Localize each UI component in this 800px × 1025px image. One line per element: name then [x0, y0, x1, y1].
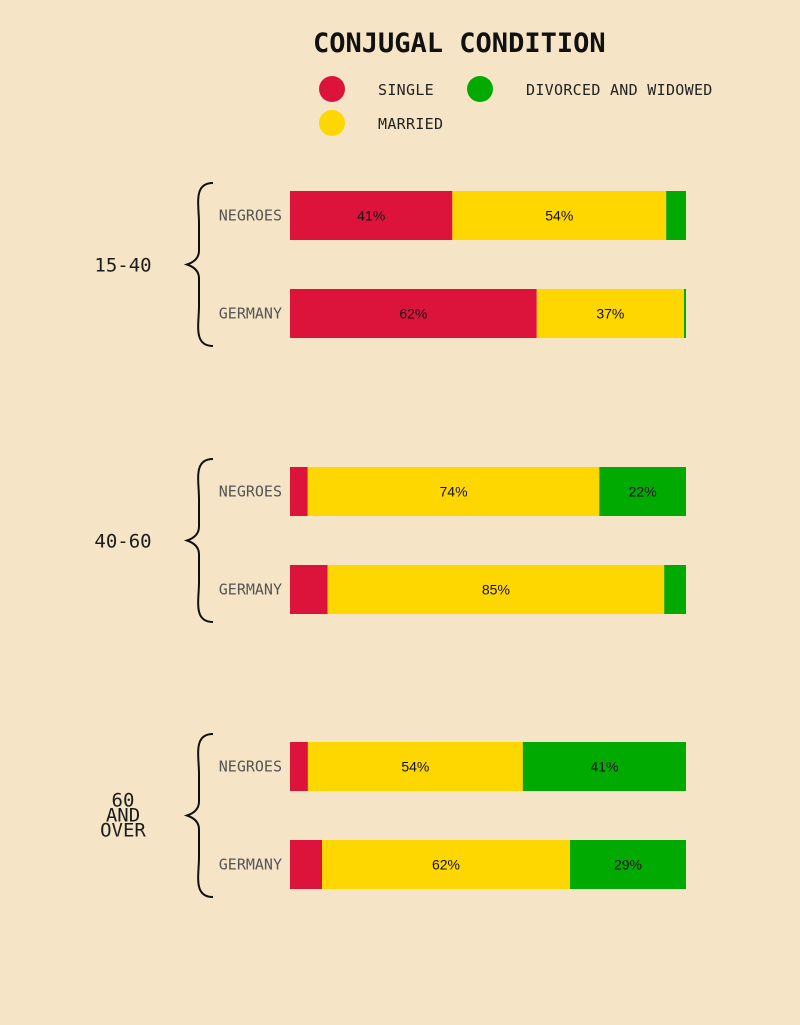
- row-label: GERMANY: [219, 581, 282, 599]
- legend-swatch-single: [319, 76, 345, 102]
- data-label-married: 74%: [440, 484, 468, 500]
- bar-segment-single: [290, 467, 308, 516]
- bar-row-negroes: NEGROES 41% 54%: [219, 191, 686, 240]
- bar-row-germany: GERMANY 85%: [219, 565, 686, 614]
- bar-segment-divorced: [599, 467, 686, 516]
- bar-segment-single: [290, 289, 537, 338]
- age-group-0: 15-40 NEGROES 41% 54% GERMANY 62% 37%: [94, 182, 686, 347]
- bar-segment-single: [290, 565, 328, 614]
- group-brace: [183, 458, 214, 623]
- age-group-label: OVER: [100, 820, 146, 842]
- age-group-1: 40-60 NEGROES 74% 22% GERMANY 85%: [94, 458, 686, 623]
- legend-label-married: MARRIED: [378, 115, 443, 133]
- group-brace: [183, 182, 214, 347]
- bar-groups: 15-40 NEGROES 41% 54% GERMANY 62% 37% 40-60 NEGR…: [94, 182, 686, 898]
- row-label: GERMANY: [219, 856, 282, 874]
- age-group-label: AND: [106, 805, 140, 827]
- data-label-married: 37%: [596, 306, 624, 322]
- bar-segment-divorced: [570, 840, 686, 889]
- data-label-married: 85%: [482, 582, 510, 598]
- bar-row-germany: GERMANY 62% 37%: [219, 289, 686, 338]
- bar-segment-married: [536, 289, 685, 338]
- bar-segment-married: [307, 467, 600, 516]
- bar-segment-married: [307, 742, 523, 791]
- age-group-label: 15-40: [94, 255, 151, 277]
- bar-segment-divorced: [522, 742, 686, 791]
- chart-title: CONJUGAL CONDITION: [313, 28, 606, 59]
- bar-segment-married: [452, 191, 667, 240]
- bar-segment-single: [290, 840, 322, 889]
- bar-row-negroes: NEGROES 74% 22%: [219, 467, 686, 516]
- bar-segment-married: [322, 840, 570, 889]
- legend-label-divorced: DIVORCED AND WIDOWED: [526, 81, 713, 99]
- legend: SINGLE MARRIED DIVORCED AND WIDOWED: [319, 76, 713, 136]
- bar-segment-divorced: [664, 565, 686, 614]
- bar-segment-single: [290, 191, 453, 240]
- legend-swatch-divorced: [467, 76, 493, 102]
- group-brace: [183, 733, 214, 898]
- bar-segment-divorced: [684, 289, 686, 338]
- row-label: NEGROES: [219, 207, 282, 225]
- bar-segment-divorced: [666, 191, 686, 240]
- data-label-divorced: 29%: [614, 857, 642, 873]
- data-label-married: 54%: [545, 208, 573, 224]
- bar-row-negroes: NEGROES 54% 41%: [219, 742, 686, 791]
- bar-segment-single: [290, 742, 308, 791]
- data-label-married: 62%: [432, 857, 460, 873]
- bar-segment-married: [327, 565, 665, 614]
- legend-label-single: SINGLE: [378, 81, 434, 99]
- age-group-label: 60: [112, 790, 135, 812]
- data-label-married: 54%: [401, 759, 429, 775]
- age-group-label: 40-60: [94, 531, 151, 553]
- bar-row-germany: GERMANY 62% 29%: [219, 840, 686, 889]
- legend-swatch-married: [319, 110, 345, 136]
- data-label-divorced: 22%: [629, 484, 657, 500]
- data-label-single: 62%: [399, 306, 427, 322]
- row-label: NEGROES: [219, 483, 282, 501]
- row-label: NEGROES: [219, 758, 282, 776]
- row-label: GERMANY: [219, 305, 282, 323]
- data-label-divorced: 41%: [590, 759, 618, 775]
- data-label-single: 41%: [357, 208, 385, 224]
